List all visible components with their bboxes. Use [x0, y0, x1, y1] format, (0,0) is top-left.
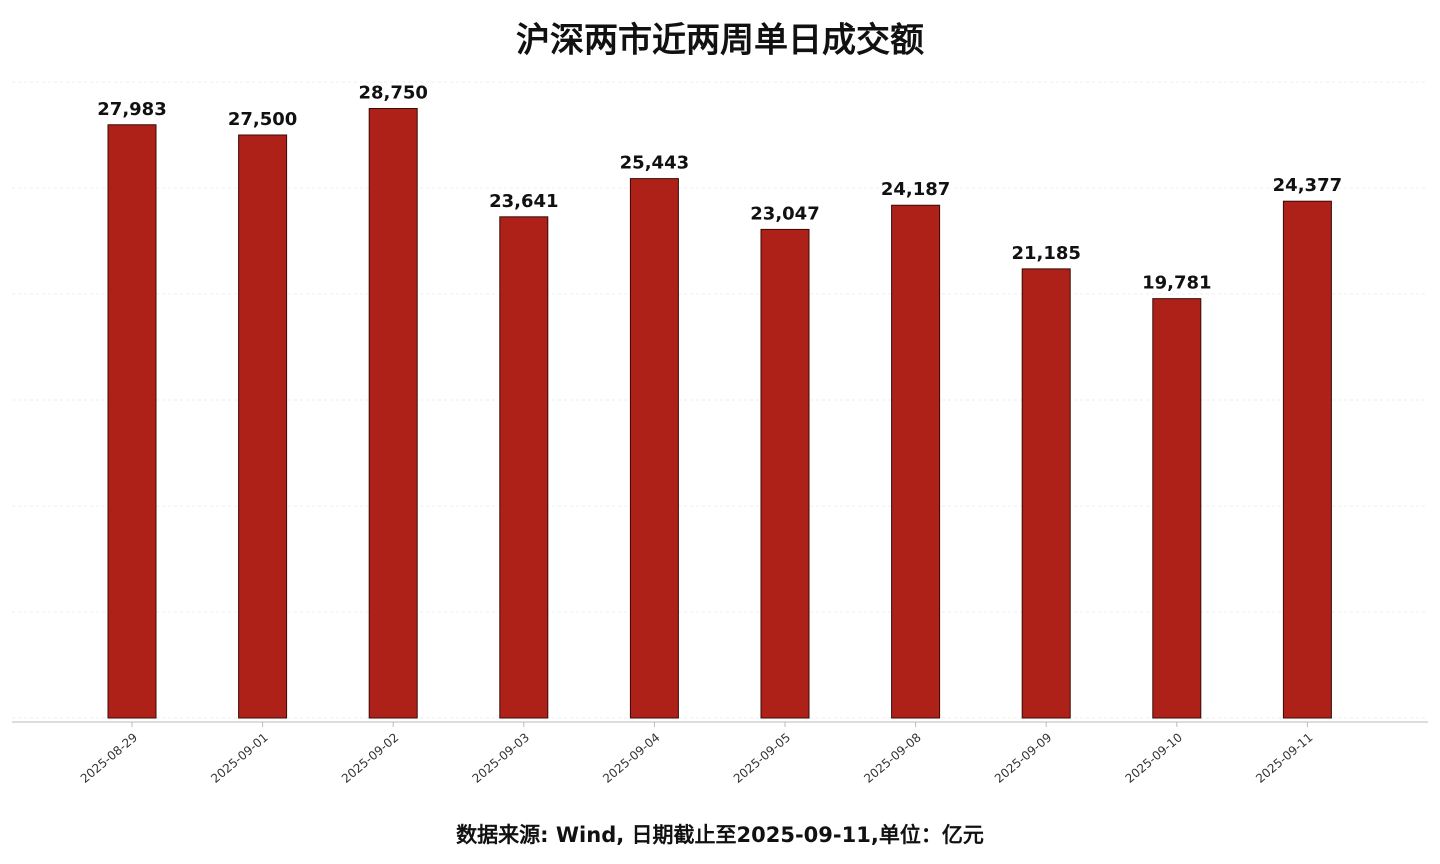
- chart-title: 沪深两市近两周单日成交额: [516, 21, 924, 61]
- bar: [1282, 200, 1332, 719]
- bar: [629, 178, 679, 719]
- value-label: 23,047: [750, 203, 819, 224]
- bar: [368, 108, 418, 719]
- x-tick-label: 2025-09-02: [339, 730, 401, 786]
- value-label: 24,377: [1273, 175, 1342, 196]
- bar: [760, 228, 810, 719]
- x-tick-label: 2025-09-01: [208, 730, 270, 786]
- value-label: 27,500: [228, 109, 297, 130]
- bar: [891, 204, 941, 719]
- value-label: 25,443: [620, 153, 689, 174]
- x-tick-label: 2025-09-10: [1123, 730, 1185, 786]
- bar: [499, 216, 549, 719]
- x-tick-label: 2025-09-04: [600, 730, 662, 786]
- value-label: 21,185: [1011, 243, 1080, 264]
- bar: [1152, 298, 1202, 719]
- bar: [238, 134, 288, 719]
- value-label: 27,983: [97, 99, 166, 120]
- x-tick-label: 2025-08-29: [78, 730, 140, 786]
- footnote: 数据来源: Wind, 日期截止至2025-09-11,单位：亿元: [456, 823, 984, 847]
- value-label: 23,641: [489, 191, 558, 212]
- value-label: 28,750: [358, 83, 427, 104]
- x-tick-label: 2025-09-08: [861, 730, 923, 786]
- value-label: 24,187: [881, 179, 950, 200]
- bar: [1021, 268, 1071, 719]
- x-tick-label: 2025-09-11: [1253, 730, 1315, 786]
- x-tick-label: 2025-09-03: [470, 730, 532, 786]
- x-tick-label: 2025-09-05: [731, 730, 793, 786]
- value-label: 19,781: [1142, 273, 1211, 294]
- x-tick-label: 2025-09-09: [992, 730, 1054, 786]
- bar: [107, 124, 157, 719]
